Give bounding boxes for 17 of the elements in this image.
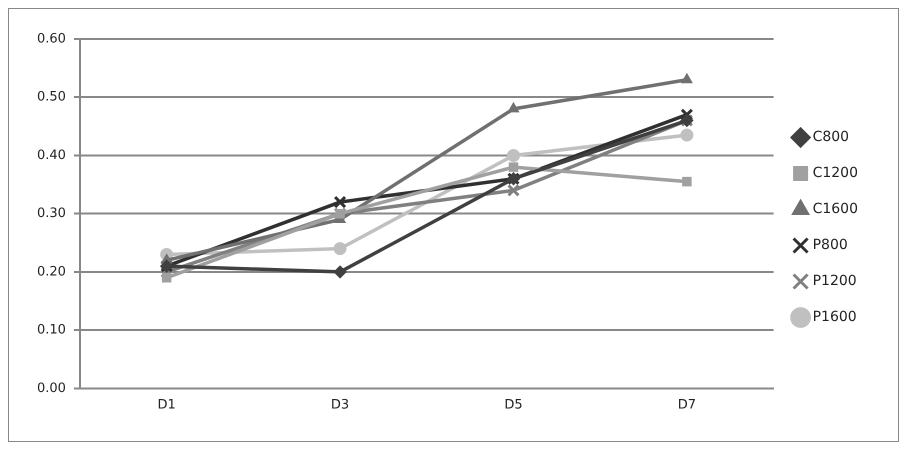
legend-label: C800 — [812, 129, 850, 146]
y-tick-label: 0.50 — [36, 90, 66, 105]
x-tick-label: D5 — [504, 398, 523, 413]
legend-label: P1600 — [812, 309, 857, 326]
y-tick-label: 0.10 — [36, 322, 66, 338]
x-tick-label: D3 — [330, 398, 350, 413]
y-tick-label: 0.20 — [36, 264, 66, 280]
y-tick-label: 0.00 — [36, 380, 66, 396]
y-tick-label: 0.40 — [36, 148, 66, 163]
y-tick-label: 0.60 — [36, 31, 66, 46]
x-tick-label: D1 — [158, 398, 176, 413]
legend-label: C1600 — [812, 201, 858, 218]
y-tick-label: 0.30 — [36, 206, 66, 222]
legend-label: P1200 — [812, 273, 857, 290]
legend-label: P800 — [812, 237, 848, 254]
legend-label: C1200 — [812, 165, 858, 182]
x-tick-label: D7 — [678, 398, 696, 413]
